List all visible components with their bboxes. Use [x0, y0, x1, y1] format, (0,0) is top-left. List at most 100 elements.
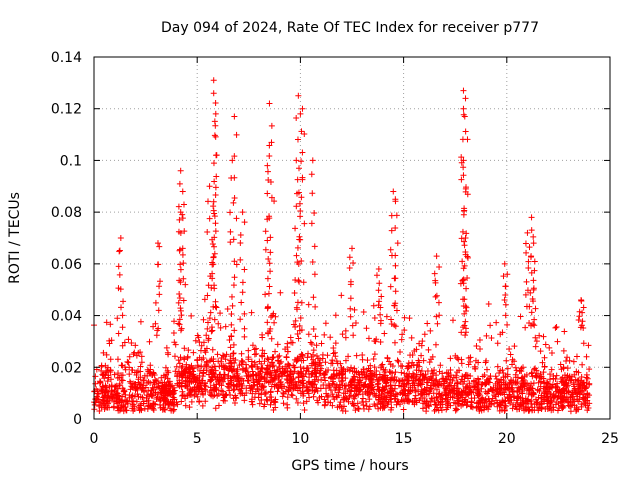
roti-point [241, 219, 248, 226]
roti-point [209, 270, 216, 277]
roti-point [349, 400, 356, 407]
roti-point [550, 394, 557, 401]
roti-point [215, 402, 222, 409]
roti-point [116, 248, 123, 255]
roti-point [163, 344, 170, 351]
roti-point [157, 278, 164, 285]
roti-point [199, 377, 206, 384]
roti-point [361, 383, 368, 390]
roti-point [418, 381, 425, 388]
roti-point [206, 389, 213, 396]
roti-point [459, 258, 466, 265]
roti-point [381, 404, 388, 411]
roti-point [170, 401, 177, 408]
roti-point [213, 173, 220, 180]
roti-point [355, 405, 362, 412]
x-tick-label: 10 [291, 431, 309, 447]
roti-point [478, 395, 485, 402]
roti-point [370, 302, 377, 309]
roti-point [405, 377, 412, 384]
roti-point [132, 387, 139, 394]
roti-point [99, 383, 106, 390]
roti-point [179, 245, 186, 252]
roti-point [515, 394, 522, 401]
roti-point [264, 237, 271, 244]
roti-point [462, 185, 469, 192]
roti-point [129, 384, 136, 391]
roti-point [122, 396, 129, 403]
roti-point [376, 280, 383, 287]
roti-point [364, 357, 371, 364]
roti-point [435, 299, 442, 306]
roti-point [114, 375, 121, 382]
roti-point [419, 338, 426, 345]
roti-point [301, 131, 308, 138]
roti-point [546, 344, 553, 351]
roti-point [530, 233, 537, 240]
roti-point [276, 364, 283, 371]
roti-point [294, 330, 301, 337]
roti-point [256, 370, 263, 377]
roti-point [139, 394, 146, 401]
roti-point [522, 404, 529, 411]
roti-point [318, 340, 325, 347]
roti-point [408, 334, 415, 341]
roti-point [312, 359, 319, 366]
roti-point [264, 190, 271, 197]
roti-point [579, 395, 586, 402]
roti-point [102, 389, 109, 396]
roti-point [379, 361, 386, 368]
roti-point [213, 304, 220, 311]
roti-point [411, 395, 418, 402]
roti-point [354, 400, 361, 407]
x-tick-label: 20 [498, 431, 516, 447]
roti-point [280, 400, 287, 407]
roti-point [468, 403, 475, 410]
roti-peak-point [295, 92, 302, 99]
roti-point [528, 370, 535, 377]
roti-point [279, 393, 286, 400]
roti-point [154, 261, 161, 268]
roti-point [499, 329, 506, 336]
roti-point [489, 387, 496, 394]
roti-point [177, 261, 184, 268]
roti-point [453, 406, 460, 413]
roti-point [271, 198, 278, 205]
roti-point [294, 299, 301, 306]
roti-point [398, 389, 405, 396]
roti-point [212, 386, 219, 393]
roti-point [573, 353, 580, 360]
roti-point [251, 351, 258, 358]
roti-point [311, 388, 318, 395]
roti-point [391, 322, 398, 329]
roti-point [185, 347, 192, 354]
roti-point [177, 266, 184, 273]
roti-point [548, 366, 555, 373]
roti-point [455, 401, 462, 408]
roti-point [186, 364, 193, 371]
roti-peak-point [177, 209, 184, 216]
roti-point [532, 334, 539, 341]
roti-point [337, 399, 344, 406]
roti-point [176, 316, 183, 323]
roti-point [584, 407, 591, 414]
roti-point [293, 252, 300, 259]
roti-point [100, 349, 107, 356]
roti-point [528, 400, 535, 407]
roti-point [436, 368, 443, 375]
roti-point [211, 118, 218, 125]
roti-point [526, 320, 533, 327]
roti-point [558, 366, 565, 373]
roti-point [165, 402, 172, 409]
roti-point [501, 407, 508, 414]
roti-point [237, 231, 244, 238]
roti-point [308, 171, 315, 178]
roti-point [383, 313, 390, 320]
roti-point [342, 327, 349, 334]
roti-point [353, 369, 360, 376]
roti-point [364, 368, 371, 375]
roti-point [388, 399, 395, 406]
roti-point [400, 406, 407, 413]
roti-point [276, 352, 283, 359]
roti-point [266, 283, 273, 290]
